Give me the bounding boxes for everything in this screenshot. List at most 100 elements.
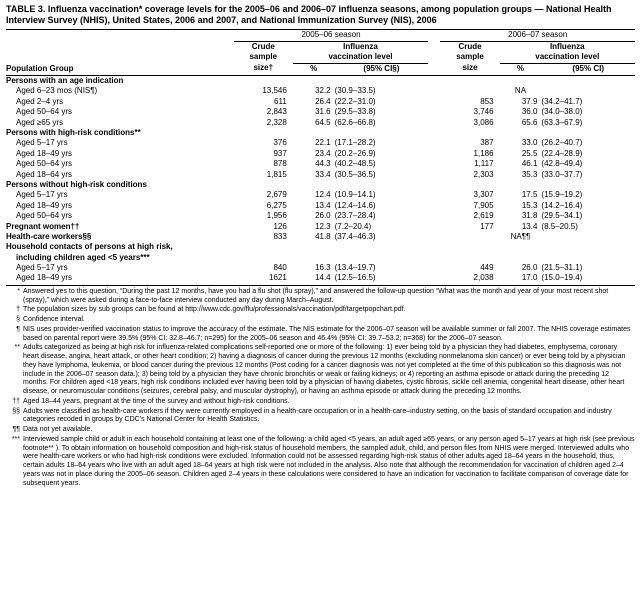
- row-label: Aged 18–64 yrs: [6, 170, 234, 180]
- cell: 6,275: [234, 201, 293, 211]
- table-row: Aged 18–64 yrs1,81533.4(30.5–36.5)2,3033…: [6, 170, 635, 180]
- size-a-header: size†: [234, 63, 293, 75]
- footnote-text: NIS uses provider-verified vaccination s…: [23, 326, 635, 344]
- row-label: Aged 5–17 yrs: [6, 263, 234, 273]
- cell: 1,117: [440, 159, 499, 169]
- sample-a: sample: [234, 52, 293, 63]
- cell: 23.4: [293, 149, 335, 159]
- cell: 31.8: [500, 211, 542, 221]
- footnote-text: Data not yet available.: [23, 426, 635, 435]
- row-label: Aged 50–64 yrs: [6, 211, 234, 221]
- row-label: Aged 6–23 mos (NIS¶): [6, 86, 234, 96]
- cell: 26.4: [293, 97, 335, 107]
- cell: 840: [234, 263, 293, 273]
- cell: 14.4: [293, 273, 335, 285]
- cell: 26.0: [293, 211, 335, 221]
- pct-b-header: %: [500, 63, 542, 75]
- row-label: Health-care workers§§: [6, 232, 234, 242]
- cell: 13.4: [500, 222, 542, 232]
- group-heading: Persons without high-risk conditions: [6, 180, 635, 190]
- cell: 26.0: [500, 263, 542, 273]
- footnote: ¶NIS uses provider-verified vaccination …: [6, 326, 635, 344]
- cell: (15.0–19.4): [541, 273, 635, 285]
- footnote-mark: §§: [6, 408, 23, 426]
- row-label: Aged 5–17 yrs: [6, 138, 234, 148]
- group-heading: Persons with high-risk conditions**: [6, 128, 635, 138]
- cell: 878: [234, 159, 293, 169]
- cell: (7.2–20.4): [335, 222, 429, 232]
- table-row: Aged 5–17 yrs84016.3(13.4–19.7)44926.0(2…: [6, 263, 635, 273]
- cell: 177: [440, 222, 499, 232]
- row-label: Aged 5–17 yrs: [6, 190, 234, 200]
- cell: 32.2: [293, 86, 335, 96]
- cell: 46.1: [500, 159, 542, 169]
- cell: 3,307: [440, 190, 499, 200]
- cell: 2,843: [234, 107, 293, 117]
- footnote-mark: ***: [6, 436, 23, 489]
- cell: [440, 232, 499, 242]
- group-heading: including children aged <5 years***: [6, 253, 635, 263]
- footnote-text: Adults categorized as being at high risk…: [23, 344, 635, 397]
- cell: (20.2–26.9): [335, 149, 429, 159]
- cell: 3,746: [440, 107, 499, 117]
- cell: 13,546: [234, 86, 293, 96]
- cell: (30.9–33.5): [335, 86, 429, 96]
- cell: 33.4: [293, 170, 335, 180]
- footnote: †The population sizes by sub groups can …: [6, 306, 635, 315]
- cell: 31.6: [293, 107, 335, 117]
- cell: 1,815: [234, 170, 293, 180]
- group-heading-label: Persons with high-risk conditions**: [6, 128, 635, 138]
- table-row: Aged 5–17 yrs37622.1(17.1–28.2)38733.0(2…: [6, 138, 635, 148]
- cell: 2,328: [234, 118, 293, 128]
- cell: [541, 232, 635, 242]
- season-b-header: 2006–07 season: [440, 30, 635, 42]
- cell: 376: [234, 138, 293, 148]
- cell: 7,905: [440, 201, 499, 211]
- footnote-text: Interviewed sample child or adult in eac…: [23, 436, 635, 489]
- table-title: TABLE 3. Influenza vaccination* coverage…: [6, 4, 635, 30]
- cell: 44.3: [293, 159, 335, 169]
- crude-a: Crude: [234, 41, 293, 52]
- cell: 1,956: [234, 211, 293, 221]
- cell: 3,086: [440, 118, 499, 128]
- footnote: ¶¶Data not yet available.: [6, 426, 635, 435]
- row-label: Pregnant women††: [6, 222, 234, 232]
- group-heading: Persons with an age indication: [6, 76, 635, 87]
- cell: 17.5: [500, 190, 542, 200]
- cell: (29.5–33.8): [335, 107, 429, 117]
- popgroup-header: Population Group: [6, 63, 234, 75]
- cell: (40.2–48.5): [335, 159, 429, 169]
- cell: (13.4–19.7): [335, 263, 429, 273]
- cell: 35.3: [500, 170, 542, 180]
- cell: 387: [440, 138, 499, 148]
- cell: 126: [234, 222, 293, 232]
- footnotes-block: *Answered yes to this question, “During …: [6, 288, 635, 489]
- row-label: Aged 18–49 yrs: [6, 273, 234, 285]
- cell: (29.5–34.1): [541, 211, 635, 221]
- cell: 1,186: [440, 149, 499, 159]
- cell: 853: [440, 97, 499, 107]
- row-label: Aged 2–4 yrs: [6, 97, 234, 107]
- cell: (33.0–37.7): [541, 170, 635, 180]
- cell: (8.5–20.5): [541, 222, 635, 232]
- cell: (34.2–41.7): [541, 97, 635, 107]
- group-heading-label: Persons without high-risk conditions: [6, 180, 635, 190]
- vacc-a: vaccination level: [293, 52, 428, 63]
- row-label: Aged 50–64 yrs: [6, 107, 234, 117]
- cell: 2,038: [440, 273, 499, 285]
- cell: 15.3: [500, 201, 542, 211]
- cell: (21.5–31.1): [541, 263, 635, 273]
- table-row: Aged ≥65 yrs2,32864.5(62.6–66.8)3,08665.…: [6, 118, 635, 128]
- row-label: Aged ≥65 yrs: [6, 118, 234, 128]
- table-row: Aged 5–17 yrs2,67912.4(10.9–14.1)3,30717…: [6, 190, 635, 200]
- row-label: Aged 18–49 yrs: [6, 201, 234, 211]
- cell: (14.2–16.4): [541, 201, 635, 211]
- footnote-mark: †: [6, 306, 23, 315]
- cell: 1621: [234, 273, 293, 285]
- cell: 12.4: [293, 190, 335, 200]
- table-row: Aged 18–49 yrs162114.4(12.5–16.5)2,03817…: [6, 273, 635, 285]
- cell: 17.0: [500, 273, 542, 285]
- cell: 64.5: [293, 118, 335, 128]
- cell: (12.4–14.6): [335, 201, 429, 211]
- cell: [541, 86, 635, 96]
